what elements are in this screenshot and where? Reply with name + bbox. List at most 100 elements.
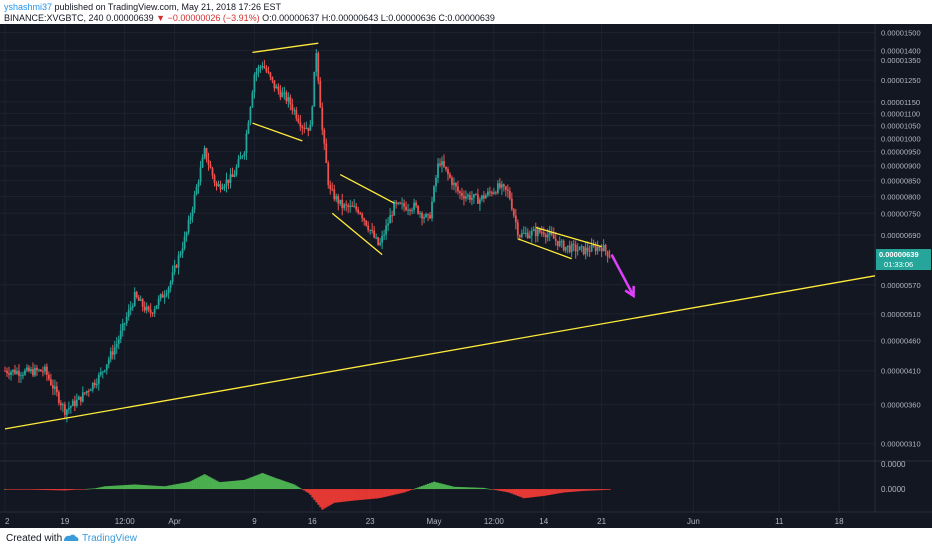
oscillator-bar: [211, 478, 214, 490]
oscillator-bar: [157, 485, 160, 490]
last-price-text: 0.00000639: [106, 13, 154, 23]
oscillator-bar: [606, 489, 609, 490]
candle-body: [325, 143, 328, 164]
candle-body: [219, 184, 222, 190]
price-tick-label: 0.00001050: [881, 122, 921, 131]
publish-line: yshashmi37 published on TradingView.com,…: [4, 2, 281, 12]
oscillator-bar: [486, 488, 490, 490]
candle-body: [38, 369, 40, 371]
oscillator-bar: [253, 476, 256, 490]
time-tick-label: 19: [60, 517, 69, 526]
price-tick-label: 0.00001100: [881, 109, 920, 118]
candle-body: [391, 215, 394, 217]
oscillator-bar: [311, 489, 314, 498]
oscillator-bar: [4, 489, 7, 490]
oscillator-bar: [307, 489, 310, 494]
oscillator-bar: [223, 481, 226, 490]
price-tick-label: 0.00000460: [881, 337, 921, 346]
oscillator-bar: [161, 486, 164, 490]
oscillator-bar: [103, 486, 106, 490]
oscillator-bar: [347, 489, 350, 502]
candle-body: [165, 293, 168, 296]
oscillator-bar: [183, 482, 186, 490]
author-link[interactable]: yshashmi37: [4, 2, 53, 12]
candle-body: [18, 370, 20, 376]
oscillator-bar: [598, 489, 601, 491]
candle-body: [471, 197, 473, 200]
oscillator-bar: [273, 477, 276, 490]
oscillator-bar: [55, 489, 59, 491]
candle-body: [49, 379, 52, 386]
tradingview-brand[interactable]: TradingView: [82, 533, 138, 544]
candle-body: [53, 386, 56, 389]
price-tick-label: 0.00001500: [881, 29, 921, 38]
oscillator-bar: [267, 475, 270, 490]
oscillator-bar: [111, 485, 114, 490]
price-chart[interactable]: 0.00000.0000 0.000015000.000014000.00001…: [0, 24, 932, 528]
candle-body: [257, 67, 260, 72]
candle-body: [8, 373, 10, 375]
price-tick-label: 0.00000310: [881, 440, 921, 449]
candle-body: [55, 386, 58, 393]
oscillator-bar: [341, 489, 344, 502]
candle-body: [608, 256, 611, 258]
candle-body: [107, 359, 110, 365]
oscillator-bar: [446, 485, 450, 490]
oscillator-bar: [175, 484, 178, 490]
candle-body: [303, 127, 306, 129]
oscillator-bar: [512, 489, 516, 495]
oscillator-bar: [365, 489, 368, 500]
candle-body: [590, 245, 593, 252]
oscillator-bar: [127, 484, 130, 490]
candle-body: [520, 233, 523, 238]
candle-body: [365, 220, 368, 226]
candle-body: [395, 202, 398, 204]
oscillator-bar: [323, 489, 326, 509]
oscillator-bar: [502, 489, 506, 492]
candle-body: [546, 234, 549, 238]
candle-body: [169, 281, 172, 288]
candle-body: [235, 166, 238, 175]
candle-body: [496, 183, 499, 194]
oscillator-bar: [578, 489, 581, 492]
candle-body: [536, 229, 539, 237]
oscillator-bar: [526, 489, 529, 498]
candle-body: [337, 196, 340, 204]
candle-body: [475, 194, 477, 196]
oscillator-bar: [369, 489, 372, 500]
oscillator-bar: [301, 489, 304, 490]
time-tick-label: 23: [366, 517, 375, 526]
oscillator-bar: [269, 476, 272, 490]
candle-body: [181, 248, 184, 254]
candle-body: [526, 232, 529, 238]
oscillator-bar: [562, 489, 565, 493]
chart-area[interactable]: 0.0000 0.0000 0.00001500 0.00001400 0.00001…: [0, 24, 932, 528]
oscillator-bar: [405, 489, 408, 492]
candle-body: [323, 129, 326, 144]
candle-body: [588, 251, 591, 253]
candle-body: [504, 186, 507, 190]
price-tick-label: 0.00000690: [881, 231, 921, 240]
candle-body: [544, 234, 547, 238]
oscillator-bar: [59, 489, 63, 491]
candle-body: [465, 196, 467, 199]
candle-body: [484, 195, 487, 199]
oscillator-bar: [245, 479, 248, 490]
candle-body: [137, 297, 140, 301]
candle-body: [249, 107, 252, 123]
price-tick-label: 0.00000750: [881, 209, 921, 218]
oscillator-bar: [427, 483, 430, 490]
oscillator-bar: [119, 485, 122, 490]
candle-body: [40, 369, 42, 372]
oscillator-bar: [229, 481, 232, 490]
trendline: [535, 226, 602, 248]
candle-body: [329, 184, 332, 189]
candle-body: [151, 313, 154, 315]
candle-body: [345, 204, 348, 206]
oscillator-bar: [357, 489, 360, 501]
candle-body: [319, 80, 322, 108]
candle-body: [494, 192, 497, 194]
candle-body: [42, 371, 44, 373]
candle-body: [315, 53, 318, 72]
candle-body: [439, 163, 441, 166]
